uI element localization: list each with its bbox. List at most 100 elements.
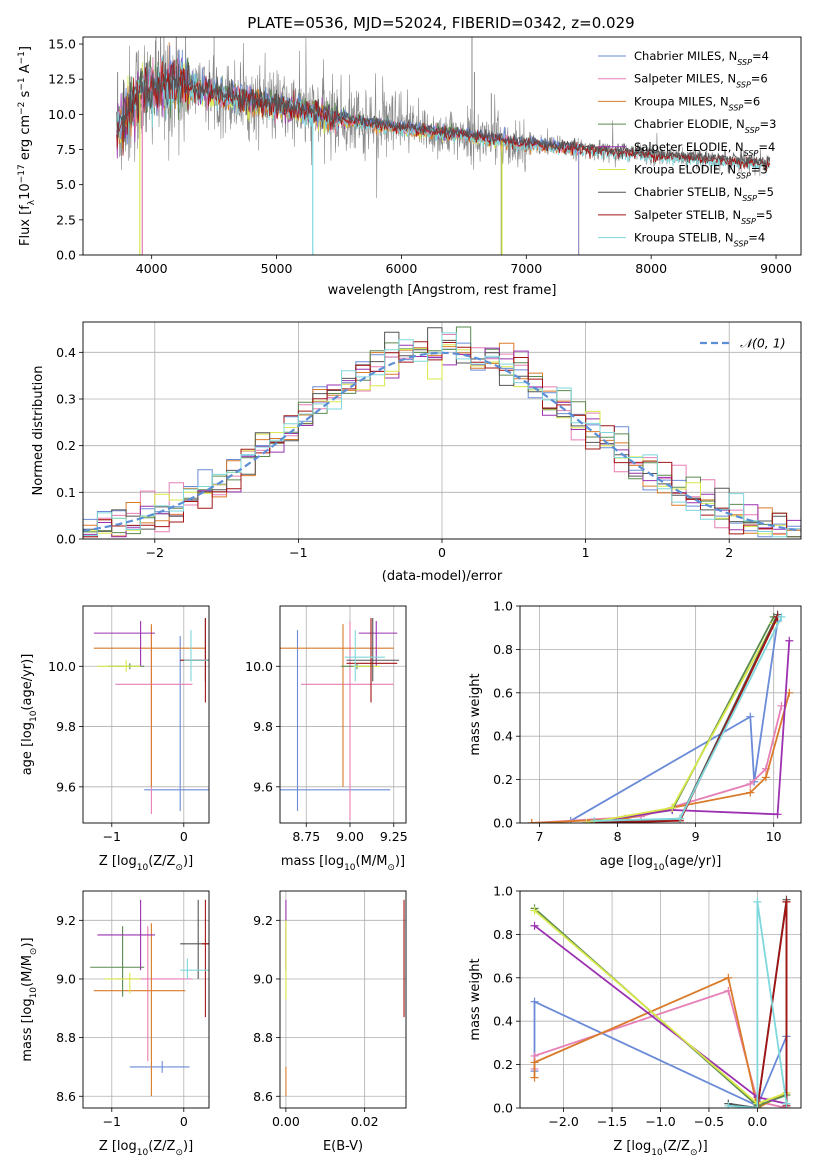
x-tick-label: −1.0 <box>645 1114 675 1129</box>
point-marker <box>746 779 755 788</box>
y-tick-label: 0.4 <box>56 345 76 360</box>
legend-entry: Salpeter STELIB, NSSP=5 <box>634 208 773 226</box>
x-axis-label: mass [log10(M/M⊙)] <box>281 854 405 873</box>
figure-title: PLATE=0536, MJD=52024, FIBERID=0342, z=0… <box>247 14 634 32</box>
x-axis-label: (data-model)/error <box>382 569 503 584</box>
x-axis-label: Z [log10(Z/Z⊙)] <box>613 1139 707 1158</box>
x-tick-label: 8000 <box>635 261 667 276</box>
y-axis-label: Flux [fλ10−17 erg cm−2 s−1 A−1] <box>17 46 37 246</box>
y-tick-label: 0.0 <box>56 532 76 547</box>
x-axis-label: age [log10(age/yr)] <box>600 854 722 873</box>
x-tick-label: 5000 <box>261 261 293 276</box>
y-tick-label: 0.0 <box>493 1101 513 1116</box>
point-marker <box>668 803 677 812</box>
y-tick-label: 0.2 <box>493 772 513 787</box>
point-marker <box>530 997 539 1006</box>
y-tick-label: 0.1 <box>56 485 76 500</box>
x-tick-label: 0.02 <box>351 1114 379 1129</box>
axes-frame <box>82 321 802 540</box>
point-marker <box>527 819 536 823</box>
point-marker <box>746 712 755 721</box>
panel-age_vs_Z: −1 0 9.6 9.8 10.0 Z [log10(Z/Z⊙)] age [log10(a… <box>20 605 210 873</box>
panel-age_vs_mass: 8.75 9.00 9.25 9.6 9.8 10.0 mass [log10(M/M⊙)] <box>245 605 408 873</box>
point-marker <box>582 819 591 823</box>
panel-massweight_vs_age: 7 8 9 10 0.0 0.2 0.4 0.6 0.8 1.0 age [log10(age/yr… <box>468 599 802 873</box>
panel-residuals: −2 −1 0 1 2 0.0 0.1 0.2 0.3 0.4 (data-model)/error… <box>31 321 802 584</box>
x-tick-label: 9 <box>692 829 700 844</box>
point-marker <box>724 1101 733 1108</box>
y-tick-label: 9.2 <box>253 913 273 928</box>
y-tick-label: 15.0 <box>48 37 76 52</box>
x-tick-label: −1 <box>103 1114 121 1129</box>
x-tick-label: 10 <box>766 829 782 844</box>
panel-mass_vs_Z: −1 0 8.6 8.8 9.0 9.2 Z [log10(Z/Z⊙)] mass [log1… <box>20 890 210 1158</box>
y-tick-label: 5.0 <box>56 177 76 192</box>
y-tick-label: 0.0 <box>56 248 76 263</box>
legend-entry: Kroupa MILES, NSSP=6 <box>634 94 760 112</box>
x-tick-label: −2.0 <box>548 1114 578 1129</box>
x-tick-label: −1 <box>289 545 307 560</box>
axes-frame <box>279 890 407 1109</box>
x-tick-label: −0.5 <box>694 1114 724 1129</box>
y-tick-label: 8.8 <box>56 1030 76 1045</box>
histogram-lines <box>83 326 801 538</box>
x-tick-label: 0 <box>180 829 188 844</box>
x-tick-label: 6000 <box>386 261 418 276</box>
spectrum-lines <box>116 37 771 255</box>
point-marker <box>761 773 770 782</box>
x-tick-label: −1.5 <box>597 1114 627 1129</box>
axes-frame <box>82 890 210 1109</box>
legend-entry: Chabrier MILES, NSSP=4 <box>634 49 769 67</box>
x-tick-label: 9000 <box>760 261 792 276</box>
y-tick-label: 0.8 <box>493 927 513 942</box>
y-tick-label: 9.8 <box>253 719 273 734</box>
y-tick-label: 8.6 <box>56 1089 76 1104</box>
y-tick-label: 0.2 <box>56 438 76 453</box>
legend: Chabrier MILES, NSSP=4 Salpeter MILES, NS… <box>598 49 776 248</box>
point-marker <box>676 814 685 823</box>
x-tick-label: 9.00 <box>336 829 364 844</box>
model-line-chabrier-stelib <box>116 62 771 168</box>
y-tick-label: 8.8 <box>253 1030 273 1045</box>
x-tick-label: 7 <box>536 829 544 844</box>
x-tick-label: 0.00 <box>272 1114 300 1129</box>
series-chabrier-miles <box>570 621 779 822</box>
y-axis-label: mass weight <box>468 673 483 755</box>
y-tick-label: 9.0 <box>253 971 273 986</box>
point-marker <box>724 973 733 982</box>
y-axis-label: Normed distribution <box>31 366 46 496</box>
point-marker <box>782 1099 791 1108</box>
legend-entry: Kroupa ELODIE, NSSP=3 <box>634 163 768 181</box>
point-marker <box>746 788 755 797</box>
y-axis-label: age [log10(age/yr)] <box>20 654 39 776</box>
y-tick-label: 10.0 <box>48 107 76 122</box>
x-tick-label: 0.0 <box>747 1114 767 1129</box>
errorbars <box>285 899 405 1097</box>
point-marker <box>530 921 539 930</box>
y-tick-label: 9.6 <box>56 779 76 794</box>
x-axis-label: Z [log10(Z/Z⊙)] <box>99 1139 193 1158</box>
x-tick-label: 8.75 <box>292 829 320 844</box>
x-tick-label: 2 <box>725 545 733 560</box>
y-tick-label: 0.4 <box>493 729 513 744</box>
errorbars <box>90 899 209 1097</box>
legend-entry: 𝒩(0, 1) <box>740 336 786 351</box>
axes-frame <box>279 605 407 824</box>
normal-curve <box>83 351 801 532</box>
y-axis-label: mass weight <box>468 958 483 1040</box>
series-kroupa-stelib <box>728 901 788 1108</box>
y-tick-label: 12.5 <box>48 72 76 87</box>
y-tick-label: 9.8 <box>56 719 76 734</box>
y-tick-label: 9.0 <box>56 971 76 986</box>
point-marker <box>785 636 794 645</box>
panel-mass_vs_ebv: 0.00 0.02 8.6 8.8 9.0 9.2 E(B-V) <box>253 890 407 1154</box>
legend-entry: Salpeter ELODIE, NSSP=4 <box>634 140 775 158</box>
axes-frame <box>82 605 210 824</box>
series-salpeter-elodie <box>586 640 791 823</box>
legend-entry: Salpeter MILES, NSSP=6 <box>634 72 768 90</box>
point-marker <box>753 1104 762 1108</box>
axes-frame <box>82 36 802 256</box>
point-marker <box>782 897 791 906</box>
y-tick-label: 10.0 <box>245 659 273 674</box>
